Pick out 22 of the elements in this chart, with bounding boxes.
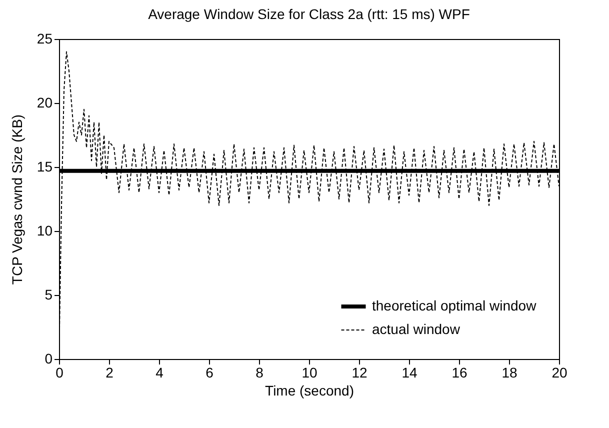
y-tick-label: 0 <box>44 350 53 366</box>
x-tick-label: 18 <box>502 364 518 380</box>
legend-label: theoretical optimal window <box>372 298 538 314</box>
y-tick-label: 25 <box>36 30 53 46</box>
y-tick-label: 15 <box>36 158 53 174</box>
x-tick-label: 16 <box>452 364 468 380</box>
x-tick-label: 14 <box>402 364 418 380</box>
y-tick-label: 10 <box>36 222 53 238</box>
y-axis-title: TCP Vegas cwnd Size (KB) <box>8 114 25 285</box>
legend-label: actual window <box>372 321 461 337</box>
x-axis-title: Time (second) <box>265 382 354 398</box>
y-tick-label: 5 <box>44 286 53 302</box>
x-tick-label: 0 <box>56 364 64 380</box>
x-tick-label: 8 <box>256 364 264 380</box>
x-tick-label: 12 <box>352 364 368 380</box>
x-tick-label: 4 <box>156 364 164 380</box>
x-tick-label: 6 <box>206 364 214 380</box>
x-tick-label: 10 <box>302 364 318 380</box>
x-tick-label: 20 <box>552 364 568 380</box>
x-tick-label: 2 <box>106 364 114 380</box>
chart-title: Average Window Size for Class 2a (rtt: 15 ms) WPF <box>148 6 470 22</box>
y-tick-label: 20 <box>36 94 53 110</box>
